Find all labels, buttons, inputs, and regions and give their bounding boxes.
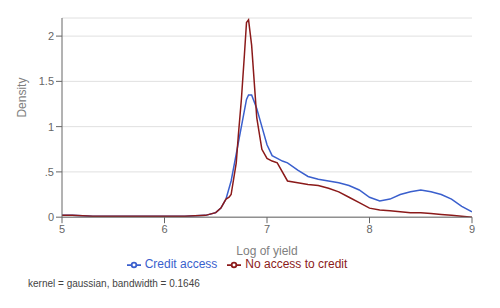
svg-text:0: 0 xyxy=(48,211,54,223)
svg-text:8: 8 xyxy=(366,223,372,235)
svg-text:.5: .5 xyxy=(45,166,54,178)
html-text:Credit access: Credit access xyxy=(144,257,218,272)
svg-text:5: 5 xyxy=(59,223,65,235)
svg-text:7: 7 xyxy=(264,223,270,235)
html-text:kernel = gaussian, bandwidth =: kernel = gaussian, bandwidth = 0.1646 xyxy=(28,278,200,289)
svg-text:2: 2 xyxy=(48,30,54,42)
svg-text:Log of yield: Log of yield xyxy=(236,244,297,258)
svg-text:1.5: 1.5 xyxy=(39,75,54,87)
svg-text:Density: Density xyxy=(15,78,29,118)
html-text:No access to credit: No access to credit xyxy=(245,257,348,272)
svg-text:6: 6 xyxy=(161,223,167,235)
svg-text:9: 9 xyxy=(469,223,475,235)
svg-text:1: 1 xyxy=(48,121,54,133)
